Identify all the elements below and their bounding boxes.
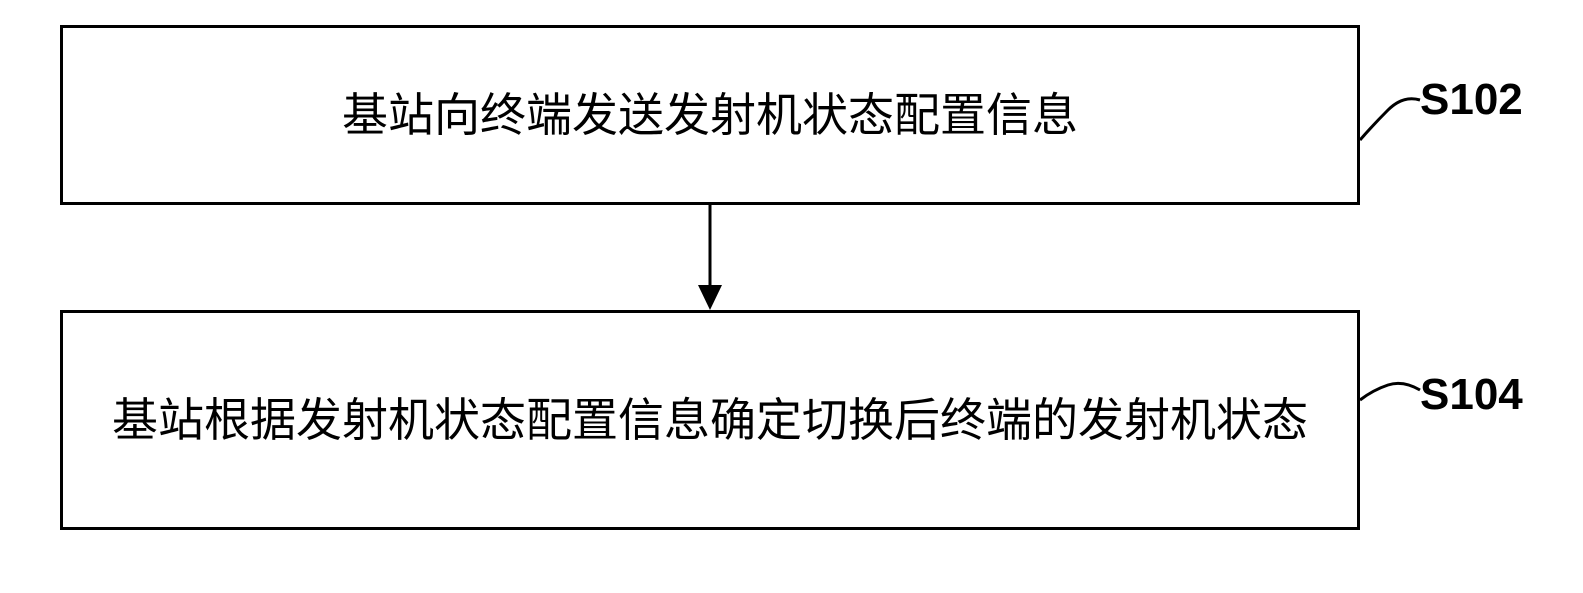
flowchart-container: 基站向终端发送发射机状态配置信息 基站根据发射机状态配置信息确定切换后终端的发射… [60,25,1360,530]
step-label-2-text: S104 [1420,370,1523,419]
flow-step-1: 基站向终端发送发射机状态配置信息 [60,25,1360,205]
step-label-1-text: S102 [1420,75,1523,124]
step-label-2: S104 [1420,370,1523,420]
down-arrow-icon [690,205,730,310]
flow-step-2-text: 基站根据发射机状态配置信息确定切换后终端的发射机状态 [112,388,1308,452]
flow-step-2: 基站根据发射机状态配置信息确定切换后终端的发射机状态 [60,310,1360,530]
step-label-1: S102 [1420,75,1523,125]
flow-step-1-text: 基站向终端发送发射机状态配置信息 [342,83,1078,147]
arrow-connector [60,205,1360,310]
